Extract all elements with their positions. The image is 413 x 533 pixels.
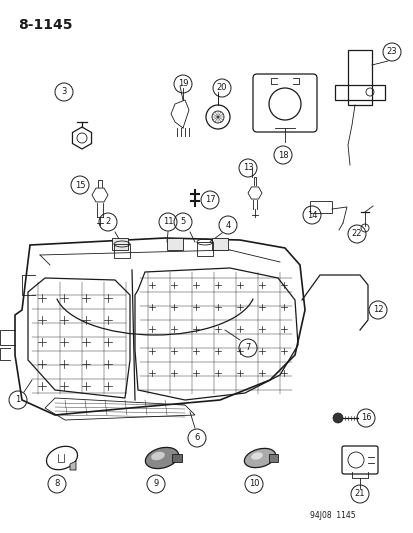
Ellipse shape [244,448,275,467]
Text: 22: 22 [351,230,361,238]
Ellipse shape [145,447,178,469]
Bar [114,244,130,258]
Text: 16: 16 [360,414,370,423]
Text: 13: 13 [242,164,253,173]
Bar [112,238,128,250]
Bar [166,238,183,250]
Text: 3: 3 [61,87,66,96]
Circle shape [332,413,342,423]
Bar [197,242,212,256]
Text: 4: 4 [225,221,230,230]
Text: 12: 12 [372,305,382,314]
Text: 5: 5 [180,217,185,227]
Text: 14: 14 [306,211,316,220]
Bar [334,85,384,100]
Text: 2: 2 [105,217,110,227]
Text: 10: 10 [248,480,259,489]
Ellipse shape [151,452,164,461]
Text: 19: 19 [177,79,188,88]
Text: 94J08  1145: 94J08 1145 [309,511,355,520]
Bar [171,454,182,462]
Text: 21: 21 [354,489,364,498]
Text: 8-1145: 8-1145 [18,18,72,32]
Bar [309,201,331,213]
Ellipse shape [251,453,262,460]
Text: 17: 17 [204,196,215,205]
Text: 6: 6 [194,433,199,442]
Text: 23: 23 [386,47,396,56]
Text: 11: 11 [162,217,173,227]
Bar [211,238,228,250]
Text: 15: 15 [75,181,85,190]
Text: 8: 8 [54,480,59,489]
Text: 20: 20 [216,84,227,93]
Bar [347,50,371,105]
Text: 9: 9 [153,480,158,489]
Text: 7: 7 [245,343,250,352]
Polygon shape [70,461,76,470]
Text: 1: 1 [15,395,21,405]
Bar [268,454,277,462]
Text: 18: 18 [277,150,287,159]
